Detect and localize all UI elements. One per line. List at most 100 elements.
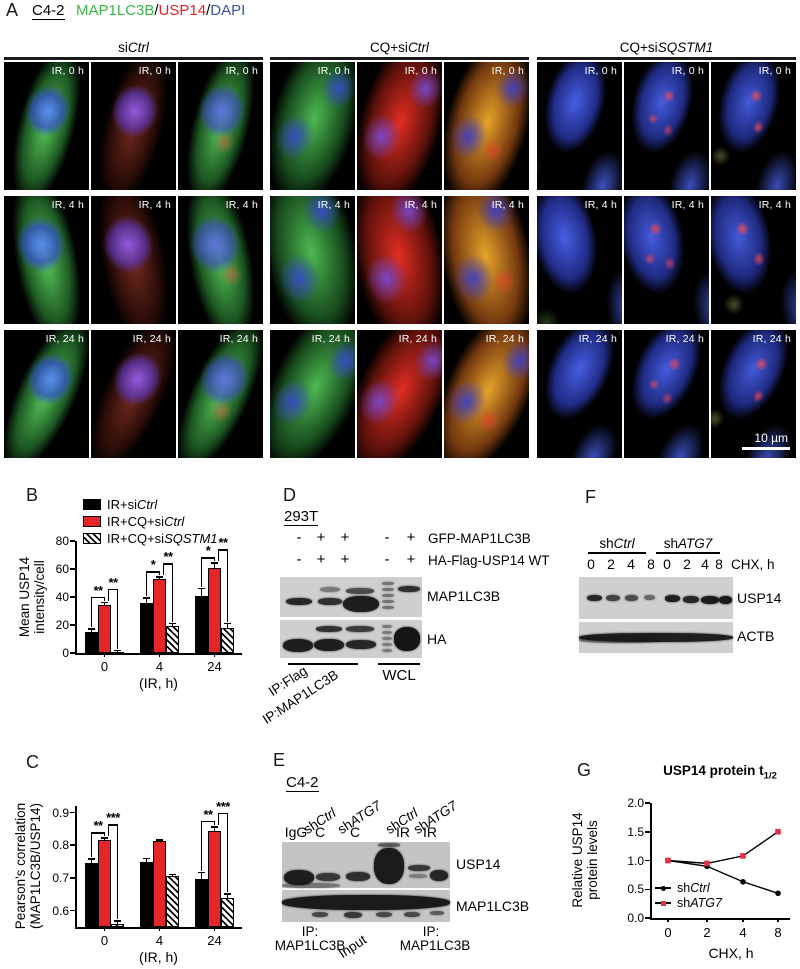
error-bar-cap: [101, 601, 108, 604]
blot-band: [398, 586, 420, 592]
blot-label-map1lc3b: MAP1LC3B: [456, 898, 530, 914]
legend-item-ir-cq-sisqstm1: IR+CQ+siSQSTM1: [83, 531, 218, 546]
x-axis-tick: [103, 653, 106, 657]
micrograph-cell: IR, 4 h: [178, 196, 263, 324]
micrograph-art: [270, 196, 355, 324]
image-time-label: IR, 4 h: [758, 199, 791, 211]
blot-band: [283, 639, 313, 652]
x-axis-tick: [706, 918, 708, 922]
ip-label: IP:: [422, 924, 440, 939]
lane-sign: -: [384, 529, 390, 546]
error-bar-cap: [88, 858, 95, 860]
image-time-label: IR, 4 h: [404, 199, 437, 211]
blot-band: [346, 640, 376, 649]
blot-band: [382, 600, 394, 603]
image-time-label: IR, 0 h: [758, 65, 791, 77]
circle-marker-icon: [655, 883, 671, 893]
legend-label: IR+CQ+siSQSTM1: [107, 531, 218, 546]
blot-band: [316, 873, 340, 881]
x-axis-tick: [158, 927, 161, 931]
significance-bracket: [162, 563, 164, 576]
blot-band: [320, 587, 340, 592]
error-bar-cap: [224, 893, 231, 895]
x-axis-tick: [667, 918, 669, 922]
legend-label: IR+siCtrl: [107, 497, 158, 512]
micrograph-cell: IR, 4 h: [357, 196, 442, 324]
x-tick-label: 4: [155, 659, 164, 674]
lane-sign: +: [406, 551, 416, 568]
error-bar: [103, 838, 106, 841]
legend-item-ir-sictrl: IR+siCtrl: [83, 497, 157, 512]
y-tick-label: 1.0: [627, 853, 644, 868]
micrograph-cell: IR, 24 h: [4, 330, 89, 458]
y-tick-label: 20: [55, 618, 69, 632]
x-axis-tick: [213, 653, 216, 657]
significance-label: **: [93, 582, 103, 598]
legend-item-shctrl: shCtrl: [655, 881, 710, 895]
error-bar: [213, 827, 216, 831]
bar-hatched: [111, 923, 124, 927]
y-tick-label: 40: [55, 590, 69, 604]
error-bar: [158, 840, 161, 842]
western-blot-e-usp14: [282, 842, 450, 888]
bar-black: [140, 602, 153, 653]
error-bar: [200, 588, 203, 596]
image-time-label: IR, 4 h: [51, 199, 84, 211]
blot-band: [382, 588, 394, 591]
micrograph-cell: IR, 24 h: [624, 330, 709, 458]
error-bar-cap: [211, 826, 218, 828]
x-axis-line: [75, 927, 242, 929]
error-bar-cap: [88, 628, 95, 630]
legend-item-ir-cq-sictrl: IR+CQ+siCtrl: [83, 514, 184, 529]
micrograph-cell: IR, 4 h: [444, 196, 529, 324]
blot-band: [343, 596, 379, 612]
error-bar: [116, 921, 119, 924]
stain-dapi: DAPI: [210, 2, 246, 19]
blot-label-ha: HA: [427, 631, 447, 647]
y-axis-line: [75, 806, 77, 927]
y-tick-label: 0.8: [52, 838, 69, 853]
significance-bracket: [226, 813, 229, 893]
blot-band: [344, 912, 362, 918]
error-bar-cap: [211, 562, 218, 564]
significance-label: ***: [106, 810, 120, 826]
error-bar: [226, 623, 229, 628]
wcl-group-line: [378, 663, 420, 665]
blot-band: [312, 912, 328, 917]
micrograph-cell: IR, 24 h: [178, 330, 263, 458]
micrograph-cell: IR, 0 h: [357, 62, 442, 190]
ip-label: IP:: [301, 924, 319, 939]
micrograph-art: [178, 330, 263, 458]
image-time-label: IR, 4 h: [671, 199, 704, 211]
panel-d-letter: D: [283, 485, 296, 505]
lane-time-label: 2: [607, 556, 615, 572]
x-axis-tick: [777, 918, 779, 922]
lane-sign: +: [406, 529, 416, 546]
blot-band: [701, 596, 719, 604]
cell-line-label-293t: 293T: [284, 508, 319, 526]
y-axis-tick: [70, 877, 75, 879]
lane-time-label: 8: [647, 556, 655, 572]
micrograph-art: [537, 196, 622, 324]
error-bar: [213, 563, 216, 568]
micrograph-art: [537, 330, 622, 458]
blot-band: [409, 874, 427, 878]
blot-band: [683, 596, 699, 603]
micrograph-cell: IR, 0 h: [537, 62, 622, 190]
error-bar-cap: [224, 622, 231, 625]
micrograph-cell: IR, 4 h: [270, 196, 355, 324]
group-underline: [537, 57, 796, 60]
lane-time-label: 0: [587, 556, 595, 572]
blot-band: [719, 596, 732, 604]
micrograph-cell: IR, 4 h: [624, 196, 709, 324]
blot-band: [382, 594, 394, 597]
y-tick-label: 0.9: [52, 805, 69, 820]
input-label: Input: [335, 932, 370, 961]
blot-band: [346, 872, 370, 881]
micrograph-art: [357, 330, 442, 458]
lane-sign: +: [340, 551, 350, 568]
y-axis-tick: [70, 909, 75, 912]
western-blot-d-map1lc3b: [280, 577, 422, 617]
micrograph-art: [178, 62, 263, 190]
y-axis-tick: [70, 844, 75, 846]
